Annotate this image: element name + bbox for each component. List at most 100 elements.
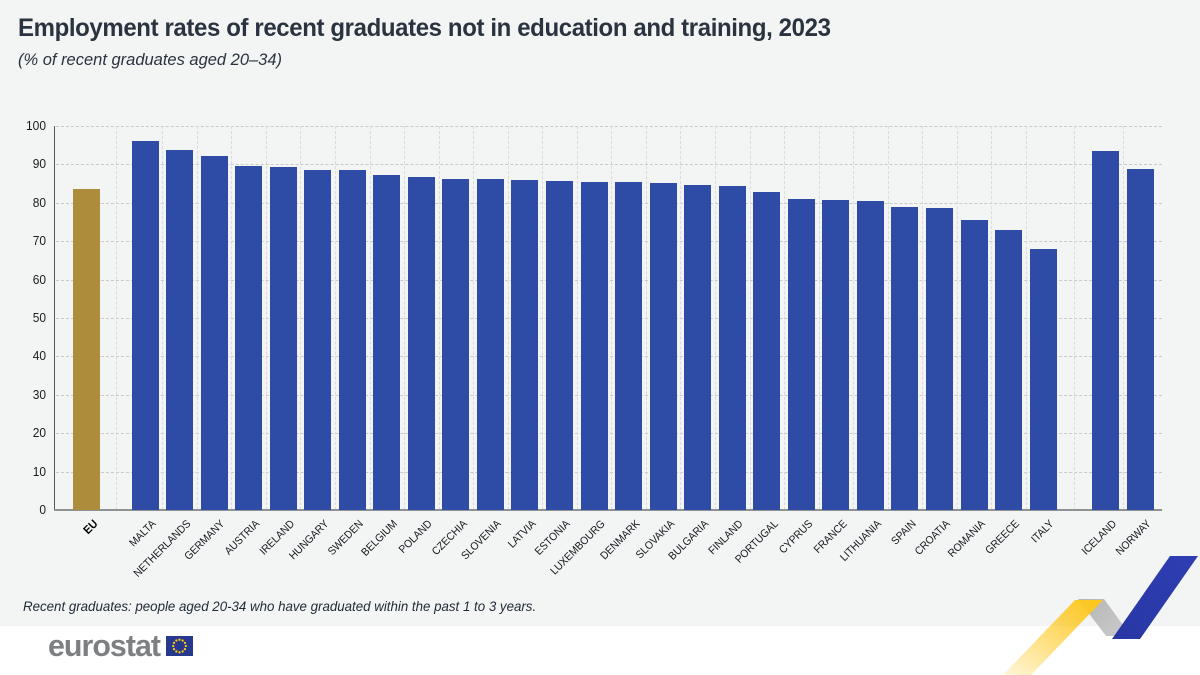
- gridline-40: [56, 356, 1162, 358]
- v-gridline: [1025, 126, 1027, 510]
- y-tick-label-100: 100: [26, 118, 46, 133]
- gridline-50: [56, 318, 1162, 319]
- v-gridline: [991, 126, 993, 510]
- country-label-italy: ITALY: [1029, 518, 1057, 546]
- gridline-90: [56, 164, 1162, 166]
- x-axis: [54, 509, 1162, 511]
- y-tick-label-60: 60: [32, 271, 46, 287]
- country-label-romania: ROMANIA: [945, 518, 988, 560]
- gridline-10: [56, 471, 1162, 473]
- bar-croatia: [926, 207, 954, 510]
- y-tick-label-90: 90: [32, 156, 46, 172]
- v-gridline: [576, 126, 578, 510]
- country-label-eu: EU: [81, 518, 100, 537]
- v-gridline: [749, 126, 751, 510]
- bar-norway: [1127, 169, 1154, 510]
- v-gridline: [680, 126, 682, 510]
- v-gridline: [1123, 126, 1124, 510]
- v-gridline: [162, 126, 164, 510]
- y-tick-label-20: 20: [32, 425, 46, 441]
- v-gridline: [818, 126, 820, 510]
- v-gridline: [404, 126, 406, 510]
- bar-ireland: [269, 166, 297, 510]
- y-tick-label-30: 30: [32, 386, 46, 402]
- v-gridline: [611, 126, 613, 510]
- v-gridline: [438, 126, 440, 510]
- v-gridline: [542, 126, 544, 510]
- bar-spain: [891, 206, 919, 510]
- country-label-cyprus: CYPRUS: [776, 518, 815, 557]
- v-gridline: [714, 126, 716, 510]
- bar-slovakia: [649, 183, 677, 510]
- v-gridline: [265, 126, 267, 510]
- y-tick-label-0: 0: [39, 502, 46, 517]
- country-label-spain: SPAIN: [889, 518, 919, 548]
- bar-belgium: [373, 175, 401, 510]
- bar-greece: [995, 230, 1023, 510]
- country-label-poland: POLAND: [396, 518, 435, 556]
- bar-slovenia: [476, 179, 504, 510]
- v-gridline: [300, 126, 302, 510]
- v-gridline: [473, 126, 475, 510]
- bar-austria: [235, 165, 263, 510]
- bar-estonia: [546, 181, 574, 510]
- v-gridline: [231, 126, 233, 510]
- v-gridline: [196, 126, 198, 510]
- footnote: Recent graduates: people aged 20-34 who …: [23, 598, 537, 614]
- v-gridline: [922, 126, 924, 510]
- v-gridline: [887, 126, 889, 510]
- y-tick-label-70: 70: [32, 233, 46, 249]
- country-label-malta: MALTA: [127, 518, 159, 550]
- eurostat-logo: eurostat: [48, 628, 194, 663]
- y-axis: [54, 126, 55, 511]
- v-gridline: [115, 126, 117, 510]
- page-title: Employment rates of recent graduates not…: [18, 14, 831, 42]
- gridline-30: [56, 394, 1162, 396]
- country-label-latvia: LATVIA: [505, 518, 539, 551]
- country-label-belgium: BELGIUM: [359, 518, 401, 559]
- bar-eu: [73, 189, 100, 510]
- country-label-austria: AUSTRIA: [222, 518, 263, 558]
- zigzag-decoration: [990, 545, 1200, 675]
- country-label-sweden: SWEDEN: [325, 518, 366, 558]
- bar-bulgaria: [684, 184, 712, 510]
- gridline-100: [56, 126, 1162, 127]
- v-gridline: [956, 126, 958, 510]
- bar-lithuania: [856, 201, 884, 510]
- v-gridline: [784, 126, 786, 510]
- y-tick-label-50: 50: [32, 310, 46, 325]
- bar-latvia: [511, 180, 539, 510]
- y-tick-label-10: 10: [32, 463, 46, 479]
- bar-czechia: [442, 178, 470, 510]
- v-gridline: [507, 126, 509, 510]
- bar-finland: [718, 185, 746, 510]
- bar-denmark: [615, 182, 643, 510]
- bar-netherlands: [166, 150, 194, 510]
- eu-flag-icon: [166, 635, 194, 656]
- v-gridline: [334, 126, 336, 510]
- gridline-60: [56, 279, 1162, 281]
- bar-romania: [960, 220, 988, 510]
- bar-germany: [200, 155, 228, 510]
- y-tick-label-80: 80: [32, 194, 46, 210]
- bar-italy: [1029, 249, 1057, 510]
- bar-sweden: [338, 170, 366, 510]
- eurostat-wordmark: eurostat: [48, 628, 161, 663]
- gridline-20: [56, 433, 1162, 435]
- v-gridline: [369, 126, 371, 510]
- bar-cyprus: [787, 198, 815, 510]
- v-gridline: [645, 126, 647, 510]
- bar-portugal: [753, 191, 781, 510]
- bar-hungary: [304, 169, 332, 510]
- bar-luxembourg: [580, 181, 608, 510]
- bar-malta: [131, 140, 159, 510]
- v-gridline: [853, 126, 855, 510]
- bar-iceland: [1092, 151, 1119, 510]
- gridline-80: [56, 202, 1162, 204]
- gridline-70: [56, 241, 1162, 243]
- bar-poland: [407, 177, 435, 510]
- y-tick-label-40: 40: [32, 348, 46, 364]
- v-gridline: [1074, 126, 1076, 510]
